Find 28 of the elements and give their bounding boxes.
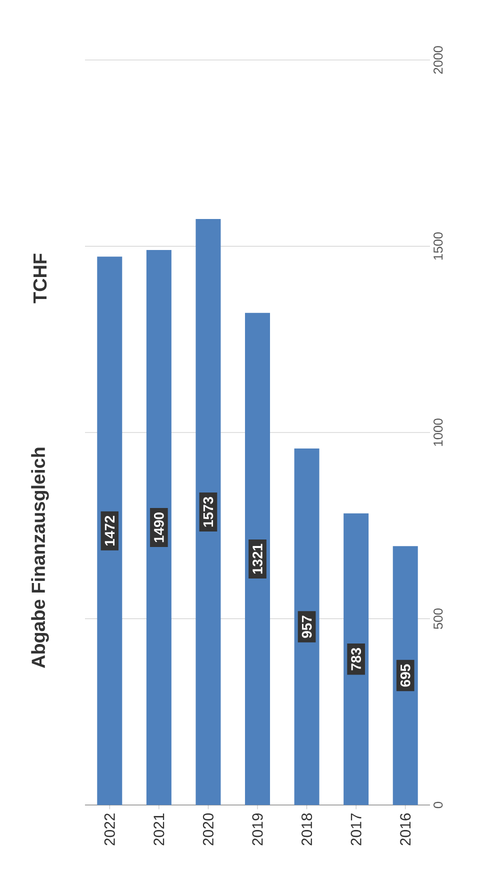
bar [245, 312, 270, 805]
x-tick-label: 2020 [202, 813, 214, 846]
y-tick-label: 1500 [434, 232, 443, 260]
bar [196, 219, 221, 805]
data-label: 957 [302, 616, 312, 638]
bar [344, 513, 369, 805]
x-tick-label: 2019 [252, 813, 263, 846]
x-tick-label: 2021 [154, 814, 164, 846]
data-label: 695 [400, 664, 410, 687]
bar [392, 546, 418, 805]
y-tick-label: 500 [434, 608, 443, 630]
data-label: 1490 [154, 512, 164, 542]
x-tick-label: 2017 [350, 814, 362, 846]
x-tick-label: 2022 [104, 814, 115, 846]
x-tick-label: 2016 [400, 813, 411, 846]
bar [294, 448, 320, 805]
text: Abgabe Finanzausgleich [31, 448, 49, 668]
x-tick-label: 2018 [301, 813, 312, 846]
y-tick-label: 0 [434, 802, 443, 808]
y-axis-title: TCHF [33, 254, 47, 304]
data-label: 1321 [252, 544, 262, 574]
data-label: 1472 [104, 516, 115, 546]
data-label: 1573 [203, 497, 214, 527]
y-tick-label: 1000 [434, 418, 443, 446]
bar [146, 250, 172, 805]
y-tick-label: 2000 [434, 46, 443, 74]
bar [97, 256, 122, 805]
data-label: 783 [351, 648, 362, 670]
